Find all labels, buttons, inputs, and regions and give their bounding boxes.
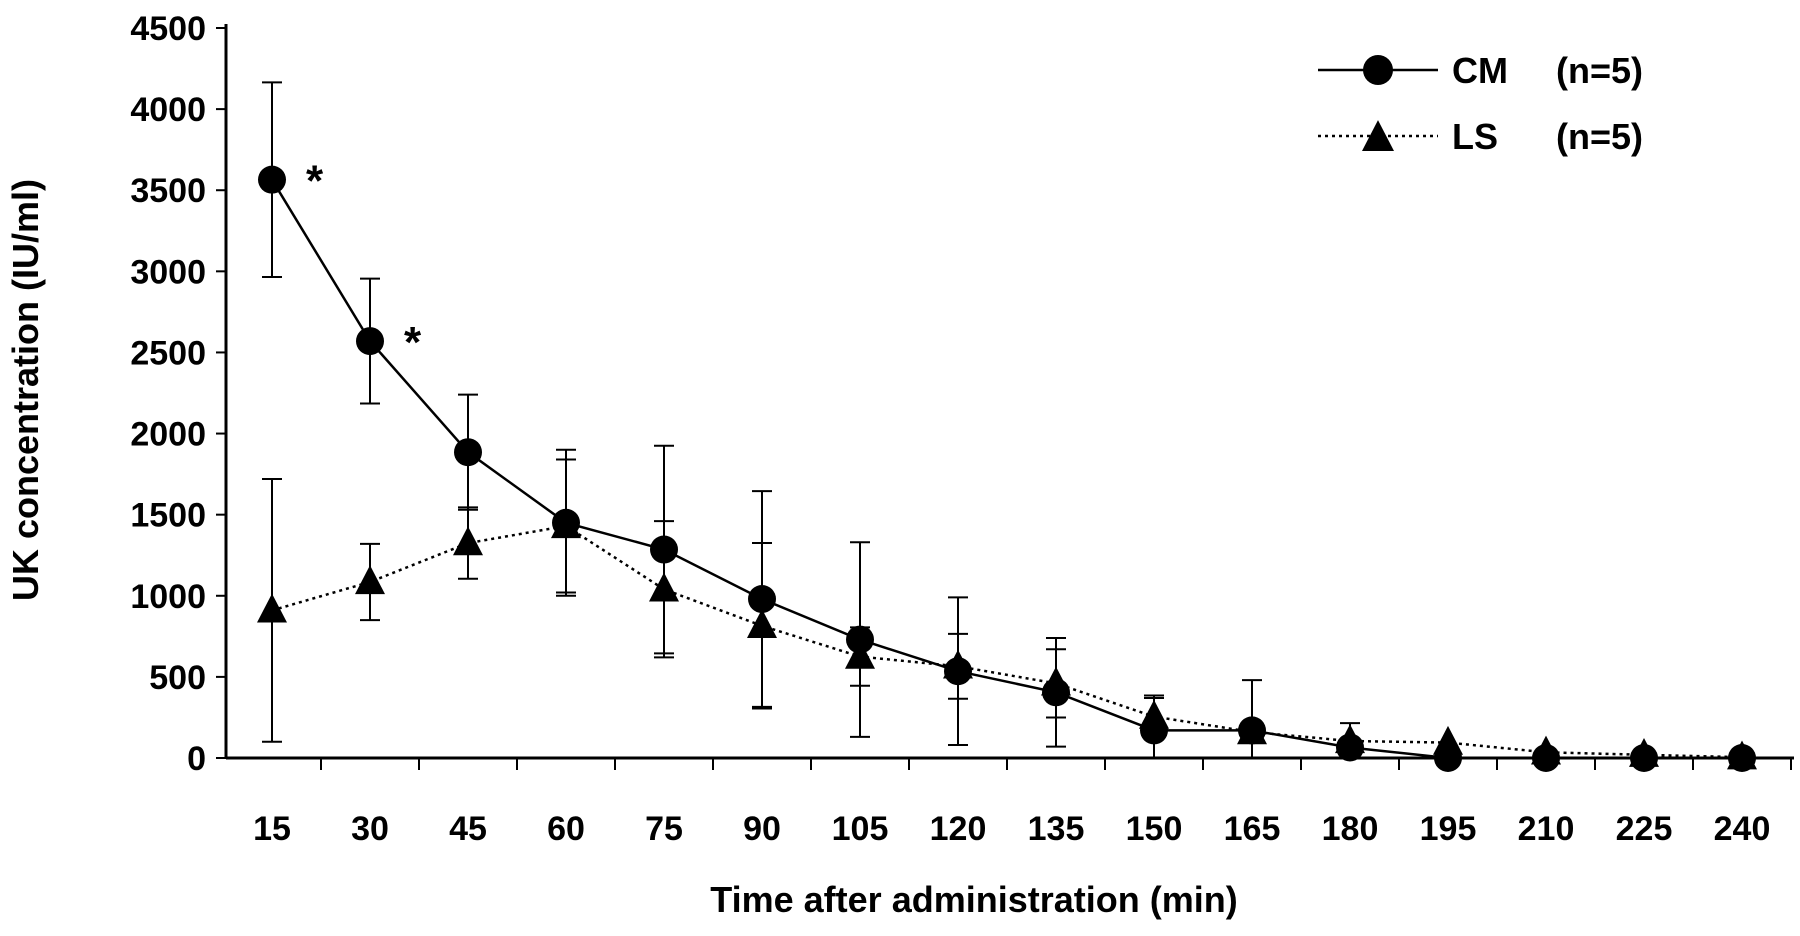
data-point-ls: [845, 639, 875, 669]
x-tick-label: 210: [1518, 810, 1575, 848]
data-point-ls: [1433, 725, 1463, 755]
significance-asterisk: *: [404, 318, 422, 367]
x-tick-label: 75: [645, 810, 683, 848]
y-tick-label: 3000: [130, 253, 206, 291]
data-point-cm: [748, 585, 776, 614]
data-point-ls: [453, 526, 483, 556]
error-bars: [262, 81, 1360, 758]
x-tick-label: 90: [743, 810, 781, 848]
series-markers: [257, 165, 1757, 772]
data-point-ls: [355, 565, 385, 595]
legend-n-label: (n=5): [1556, 116, 1643, 157]
x-tick-label: 165: [1224, 810, 1281, 848]
data-point-ls: [1237, 715, 1267, 745]
data-point-ls: [1727, 740, 1757, 770]
data-point-ls: [257, 593, 287, 623]
data-point-ls: [1629, 738, 1659, 767]
axes: 0 500 1000 1500 2000 2500 3000 3500 4000 4500 15 30…: [130, 10, 1794, 848]
data-point-cm: [650, 535, 678, 564]
x-tick-label: 240: [1714, 810, 1771, 848]
y-tick-label: 4000: [130, 91, 206, 129]
data-point-ls: [649, 572, 679, 602]
x-tick-label: 60: [547, 810, 585, 848]
y-tick-label: 4500: [130, 10, 206, 48]
x-tick-label: 135: [1028, 810, 1085, 848]
series-lines: [270, 179, 1743, 760]
significance-asterisk: *: [306, 157, 324, 206]
annotations: **: [306, 157, 422, 367]
series-line-ls: [271, 524, 1743, 759]
data-point-ls: [1139, 699, 1169, 729]
y-tick-label: 2000: [130, 416, 206, 454]
legend-marker-ls: [1362, 120, 1394, 151]
x-tick-label: 15: [253, 810, 291, 848]
x-tick-label: 180: [1322, 810, 1379, 848]
x-tick-label: 30: [351, 810, 389, 848]
legend-series-name: CM: [1452, 50, 1508, 91]
data-point-ls: [1531, 735, 1561, 765]
y-tick-label: 0: [187, 740, 206, 778]
y-tick-label: 3500: [130, 172, 206, 210]
data-point-ls: [943, 649, 973, 679]
y-tick-label: 1000: [130, 578, 206, 616]
y-tick-label: 500: [149, 659, 206, 697]
legend-n-label: (n=5): [1556, 50, 1643, 91]
legend-series-name: LS: [1452, 116, 1498, 157]
x-tick-label: 195: [1420, 810, 1477, 848]
data-point-ls: [551, 509, 581, 539]
data-point-ls: [747, 609, 777, 638]
data-point-cm: [356, 327, 384, 356]
legend-marker-cm: [1363, 55, 1393, 85]
x-tick-label: 120: [930, 810, 987, 848]
x-tick-label: 45: [449, 810, 487, 848]
x-axis-label: Time after administration (min): [710, 879, 1237, 920]
data-point-cm: [258, 165, 286, 194]
series-line-cm: [270, 179, 1742, 760]
data-point-cm: [846, 625, 874, 654]
legend: CM (n=5) LS (n=5): [1318, 50, 1643, 157]
data-point-ls: [1335, 724, 1365, 754]
x-tick-label: 225: [1616, 810, 1673, 848]
data-point-cm: [454, 438, 482, 467]
y-tick-label: 1500: [130, 497, 206, 535]
data-point-ls: [1041, 666, 1071, 696]
x-tick-label: 150: [1126, 810, 1183, 848]
x-tick-label: 105: [832, 810, 889, 848]
y-axis-label: UK concentration (IU/ml): [5, 179, 46, 601]
y-tick-label: 2500: [130, 334, 206, 372]
